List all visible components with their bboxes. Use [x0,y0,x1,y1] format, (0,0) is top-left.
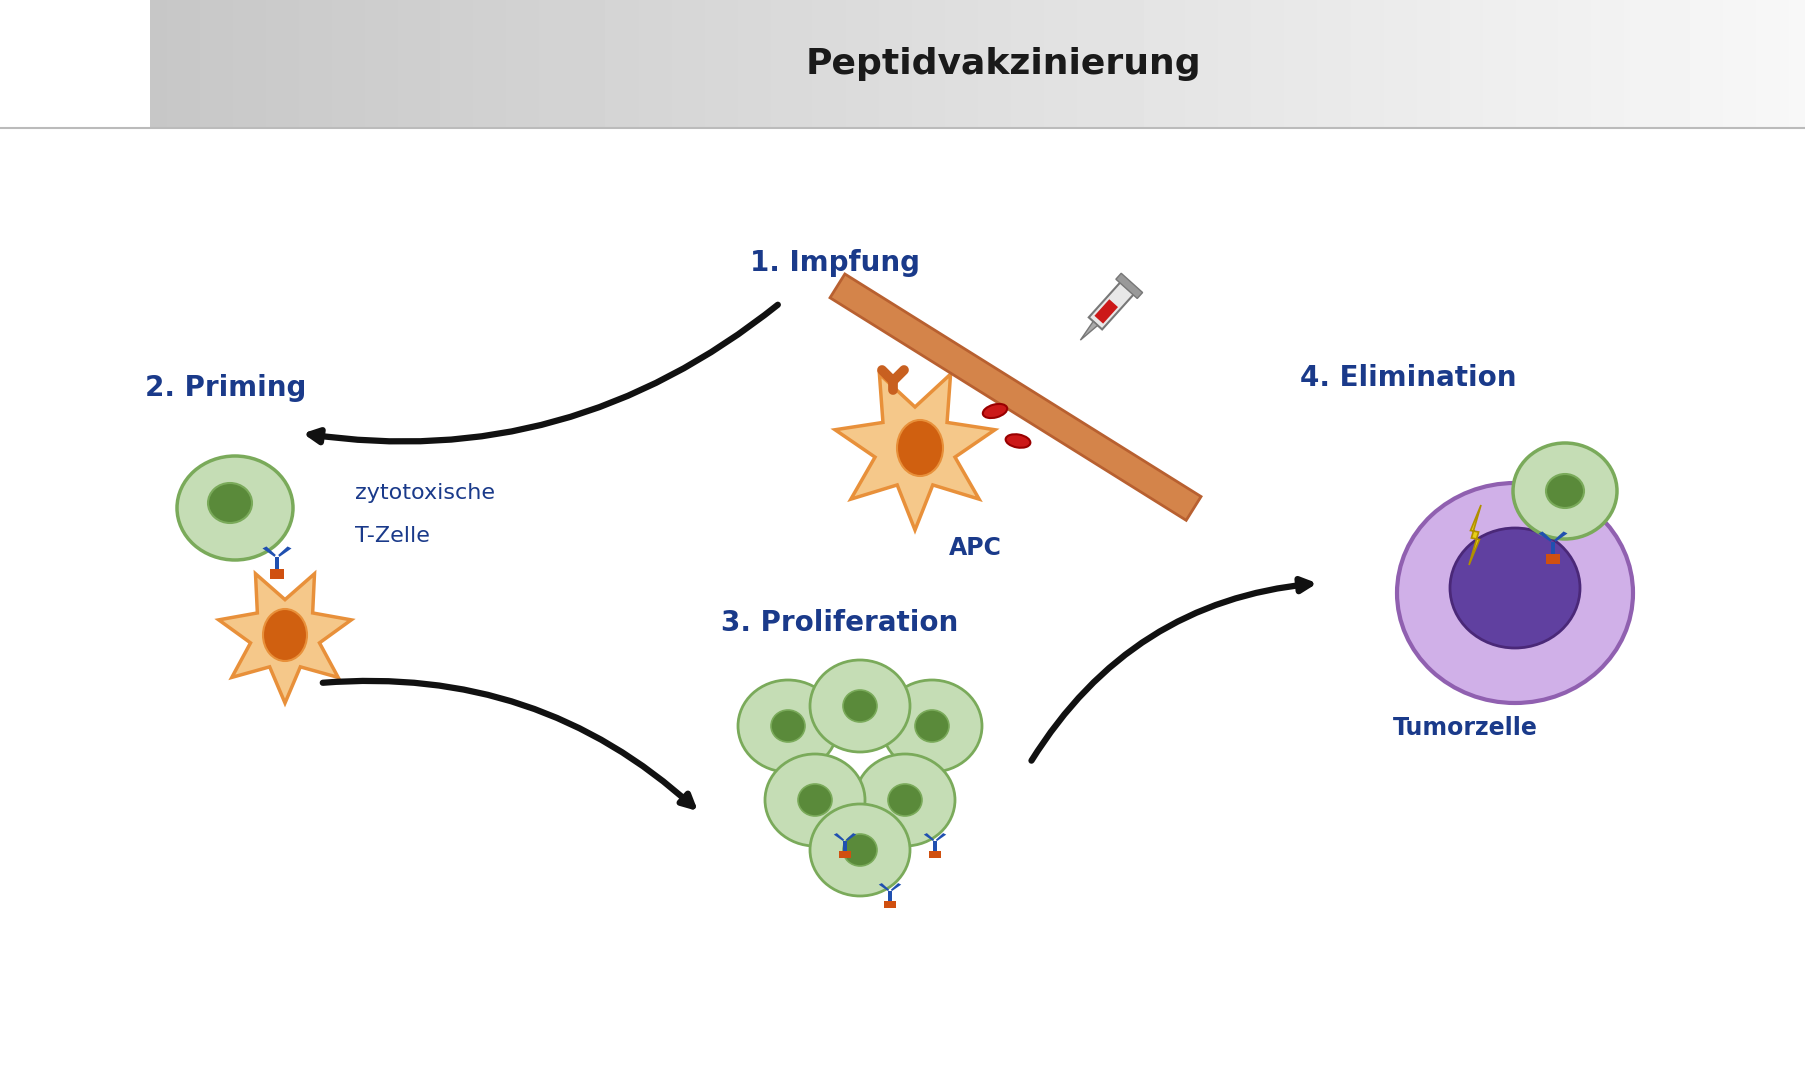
Polygon shape [879,883,888,891]
Polygon shape [935,833,946,841]
Ellipse shape [881,680,982,772]
Bar [274,557,280,569]
Text: 3. Proliferation: 3. Proliferation [720,609,958,637]
Text: Peptidvakzinierung: Peptidvakzinierung [805,47,1200,81]
Polygon shape [218,574,352,703]
Polygon shape [834,374,995,530]
Text: 2. Priming: 2. Priming [144,374,307,402]
Bar [1088,280,1135,329]
Bar [1115,273,1143,299]
Bar [1094,299,1117,324]
Text: T-Zelle: T-Zelle [356,526,430,546]
Polygon shape [1538,532,1550,542]
Text: 4. Elimination: 4. Elimination [1300,364,1516,392]
Bar [1550,542,1554,554]
Ellipse shape [810,660,910,752]
Ellipse shape [1397,483,1632,703]
Ellipse shape [843,690,877,722]
Ellipse shape [915,710,948,742]
Polygon shape [890,883,901,891]
Polygon shape [1467,505,1480,565]
Ellipse shape [264,609,307,661]
Polygon shape [845,833,856,841]
Bar [884,900,895,909]
Polygon shape [834,833,843,841]
Bar [830,274,1200,520]
Bar [843,841,847,850]
Bar [0,0,150,128]
Ellipse shape [982,404,1007,418]
Text: Tumorzelle: Tumorzelle [1392,716,1536,740]
Ellipse shape [810,804,910,896]
Bar [933,841,937,850]
Text: APC: APC [948,536,1002,560]
FancyArrowPatch shape [1031,579,1310,760]
Bar [888,891,892,900]
FancyArrowPatch shape [309,304,778,442]
Bar [1545,554,1560,564]
Ellipse shape [1449,529,1579,648]
Ellipse shape [897,420,942,477]
Bar [839,850,850,858]
Bar [269,569,283,579]
Ellipse shape [771,710,805,742]
Ellipse shape [888,784,922,815]
Text: 1. Impfung: 1. Impfung [749,249,919,277]
Ellipse shape [208,483,253,523]
Ellipse shape [843,834,877,866]
Ellipse shape [738,680,838,772]
Ellipse shape [1545,474,1583,508]
Polygon shape [278,547,291,557]
Polygon shape [262,547,276,557]
Ellipse shape [765,754,865,846]
Ellipse shape [854,754,955,846]
Polygon shape [1079,322,1097,340]
Text: zytotoxische: zytotoxische [356,483,495,503]
Polygon shape [1554,532,1567,542]
Ellipse shape [1005,434,1031,447]
Ellipse shape [798,784,832,815]
Ellipse shape [1513,443,1615,539]
Ellipse shape [177,456,292,560]
Polygon shape [924,833,933,841]
FancyArrowPatch shape [323,681,693,807]
Bar [930,850,940,858]
